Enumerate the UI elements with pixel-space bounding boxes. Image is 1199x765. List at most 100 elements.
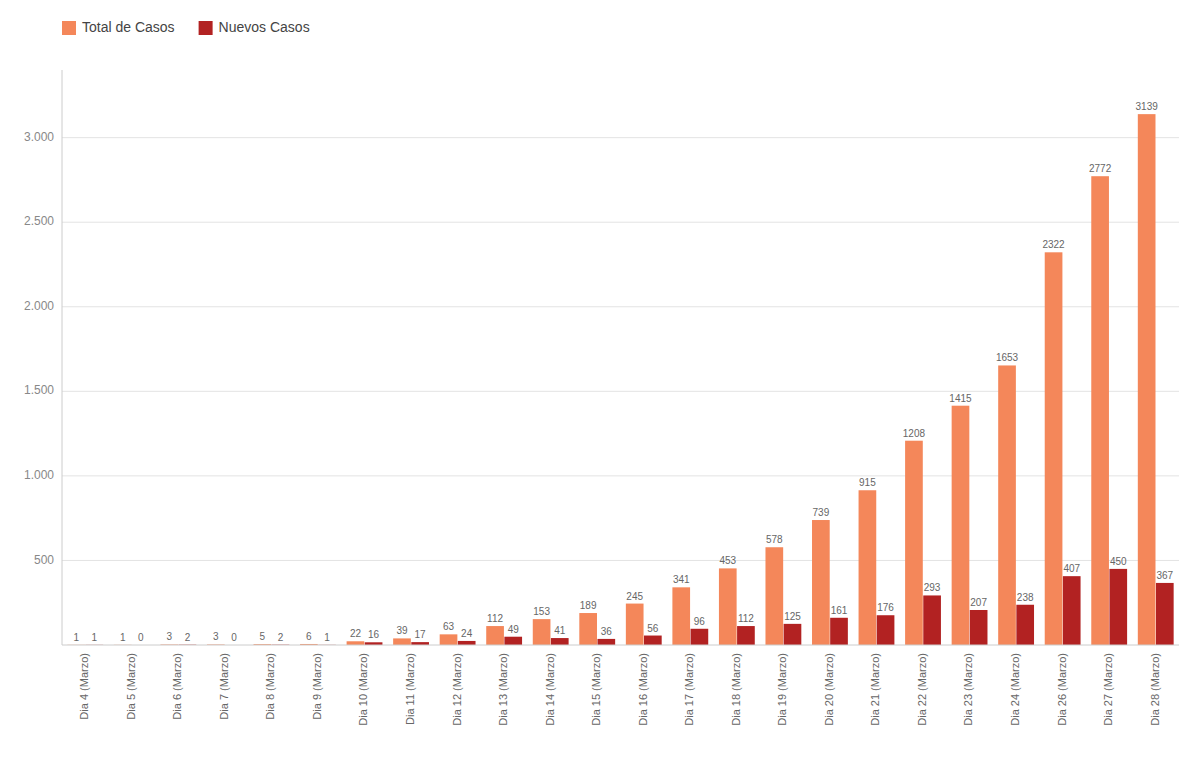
data-label: 1 <box>324 632 330 643</box>
bar <box>905 441 923 645</box>
data-label: 49 <box>508 624 520 635</box>
x-tick-label: Dia 15 (Marzo) <box>590 653 602 726</box>
x-axis-line <box>62 645 1179 646</box>
data-label: 1653 <box>996 352 1019 363</box>
data-label: 112 <box>487 613 503 624</box>
bar <box>597 639 615 645</box>
x-tick-label: Dia 5 (Marzo) <box>125 653 137 720</box>
data-label: 56 <box>647 623 659 634</box>
grid-line <box>62 306 1179 307</box>
x-tick-label: Dia 10 (Marzo) <box>357 653 369 726</box>
bars <box>67 114 1173 645</box>
x-tick-label: Dia 6 (Marzo) <box>171 653 183 720</box>
data-label: 22 <box>350 628 362 639</box>
data-label: 189 <box>580 600 597 611</box>
bar <box>691 629 709 645</box>
data-label: 453 <box>719 555 736 566</box>
x-tick-label: Dia 13 (Marzo) <box>497 653 509 726</box>
page: {"chart_data": {"type": "bar", "categori… <box>0 0 1199 765</box>
data-label: 1415 <box>949 393 972 404</box>
grid-line <box>62 137 1179 138</box>
legend-label: Nuevos Casos <box>219 19 310 35</box>
x-tick-label: Dia 16 (Marzo) <box>637 653 649 726</box>
data-label: 915 <box>859 477 876 488</box>
y-tick-label: 500 <box>34 553 54 567</box>
x-tick-label: Dia 21 (Marzo) <box>869 653 881 726</box>
legend: Total de Casos Nuevos Casos <box>62 19 310 35</box>
data-label: 2322 <box>1042 239 1065 250</box>
data-label: 207 <box>970 597 987 608</box>
y-tick-label: 1.000 <box>24 468 54 482</box>
data-label: 41 <box>554 625 566 636</box>
data-label: 6 <box>306 631 312 642</box>
bar <box>347 641 365 645</box>
x-tick-label: Dia 18 (Marzo) <box>730 653 742 726</box>
x-tick-label: Dia 11 (Marzo) <box>404 653 416 725</box>
legend-label: Total de Casos <box>82 19 175 35</box>
bar <box>877 615 895 645</box>
bar <box>1138 114 1156 645</box>
x-tick-label: Dia 19 (Marzo) <box>776 653 788 726</box>
data-label: 1208 <box>903 428 926 439</box>
bar <box>970 610 988 645</box>
x-tick-label: Dia 8 (Marzo) <box>264 653 276 720</box>
x-tick-label: Dia 7 (Marzo) <box>218 653 230 720</box>
bar <box>1091 176 1109 645</box>
data-label: 2 <box>278 632 284 643</box>
bar <box>737 626 755 645</box>
bar <box>923 595 941 645</box>
x-tick-label: Dia 26 (Marzo) <box>1056 653 1068 726</box>
x-tick-label: Dia 4 (Marzo) <box>78 653 90 720</box>
data-label: 3139 <box>1136 101 1159 112</box>
data-label: 293 <box>924 582 941 593</box>
data-label: 238 <box>1017 592 1034 603</box>
bar <box>393 638 411 645</box>
grid-line <box>62 222 1179 223</box>
x-tick-labels: Dia 4 (Marzo) Dia 5 (Marzo) Dia 6 (Marzo) D… <box>78 653 1160 726</box>
data-label: 0 <box>231 632 237 643</box>
data-label: 450 <box>1110 556 1127 567</box>
bar <box>952 406 970 645</box>
data-label: 341 <box>673 574 690 585</box>
data-label: 1 <box>92 632 98 643</box>
bar <box>830 618 848 645</box>
bar <box>859 490 877 645</box>
data-label: 153 <box>533 606 550 617</box>
data-label: 2772 <box>1089 163 1112 174</box>
data-label: 578 <box>766 534 783 545</box>
x-tick-label: Dia 27 (Marzo) <box>1102 653 1114 726</box>
legend-swatch <box>62 21 76 35</box>
x-tick-label: Dia 9 (Marzo) <box>311 653 323 720</box>
data-label: 161 <box>831 605 848 616</box>
bar <box>1156 583 1174 645</box>
bar <box>440 634 458 645</box>
x-tick-label: Dia 20 (Marzo) <box>823 653 835 726</box>
legend-swatch <box>199 21 213 35</box>
data-label: 24 <box>461 628 473 639</box>
bar <box>626 604 644 645</box>
data-label: 739 <box>813 507 830 518</box>
bar <box>1109 569 1127 645</box>
chart: 5001.0001.5002.0002.5003.000113356223963… <box>0 0 1199 765</box>
data-label: 16 <box>368 629 380 640</box>
data-label: 407 <box>1063 563 1080 574</box>
data-labels: 1133562239631121531892453414535787399151… <box>73 101 1173 643</box>
y-tick-label: 2.500 <box>24 214 54 228</box>
data-label: 1 <box>73 632 79 643</box>
y-tick-label: 3.000 <box>24 130 54 144</box>
y-tick-label: 2.000 <box>24 299 54 313</box>
bar <box>1045 252 1063 645</box>
data-label: 63 <box>443 621 455 632</box>
bar <box>672 587 690 645</box>
y-tick-label: 1.500 <box>24 383 54 397</box>
bar <box>579 613 597 645</box>
data-label: 2 <box>185 632 191 643</box>
x-tick-label: Dia 12 (Marzo) <box>451 653 463 726</box>
data-label: 0 <box>138 632 144 643</box>
data-label: 3 <box>166 631 172 642</box>
bar <box>765 547 783 645</box>
data-label: 96 <box>694 616 706 627</box>
x-tick-label: Dia 24 (Marzo) <box>1009 653 1021 726</box>
data-label: 1 <box>120 632 126 643</box>
bar <box>784 624 802 645</box>
